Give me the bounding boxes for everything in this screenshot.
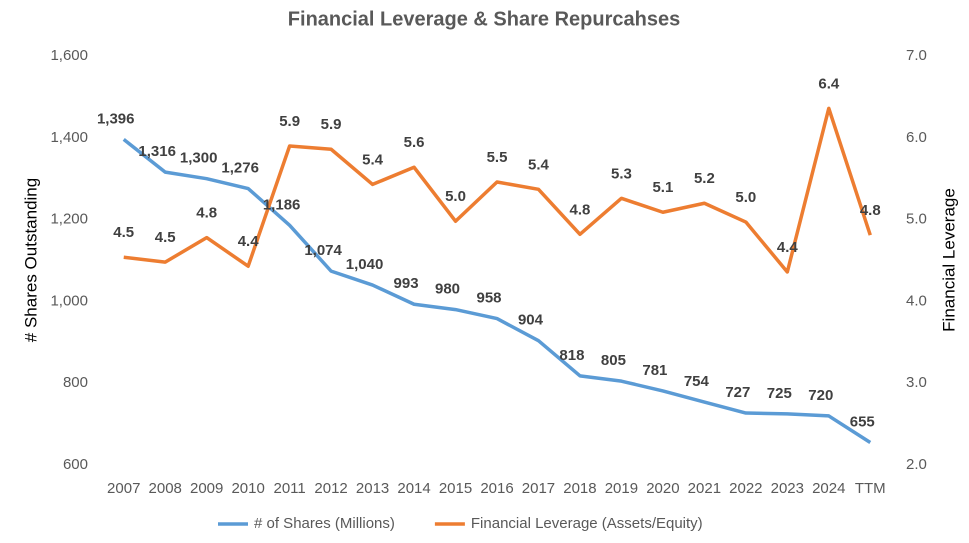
x-tick-label: 2018 xyxy=(563,480,596,497)
data-label: 4.4 xyxy=(238,233,260,250)
data-label: 818 xyxy=(559,347,584,364)
x-tick-label: 2015 xyxy=(439,480,472,497)
data-label: 5.0 xyxy=(445,188,466,205)
y2-axis-title: Financial Leverage xyxy=(939,188,958,332)
y-tick-label: 600 xyxy=(63,456,88,473)
data-label: 4.8 xyxy=(860,202,881,219)
data-label: 5.5 xyxy=(487,149,508,166)
data-label: 1,300 xyxy=(180,150,218,167)
y-axis-title: # Shares Outstanding xyxy=(21,178,40,342)
x-tick-label: 2009 xyxy=(190,480,223,497)
x-tick-label: 2017 xyxy=(522,480,555,497)
x-tick-label: 2010 xyxy=(231,480,264,497)
y-tick-label: 1,400 xyxy=(50,129,88,146)
data-label: 4.4 xyxy=(777,239,799,256)
data-label: 1,316 xyxy=(138,143,176,160)
data-label: 781 xyxy=(642,362,667,379)
x-tick-label: 2023 xyxy=(771,480,804,497)
y2-tick-label: 7.0 xyxy=(906,47,927,64)
data-label: 1,276 xyxy=(221,159,259,176)
x-tick-label: 2024 xyxy=(812,480,845,497)
x-tick-label: 2013 xyxy=(356,480,389,497)
x-tick-label: 2014 xyxy=(397,480,430,497)
data-label: 720 xyxy=(808,387,833,404)
x-tick-label: 2019 xyxy=(605,480,638,497)
data-label: 980 xyxy=(435,281,460,298)
x-tick-label: 2016 xyxy=(480,480,513,497)
data-label: 5.9 xyxy=(321,116,342,133)
data-label: 655 xyxy=(850,413,875,430)
data-label: 5.1 xyxy=(652,179,673,196)
x-tick-label: 2021 xyxy=(688,480,721,497)
y2-tick-label: 6.0 xyxy=(906,129,927,146)
data-label: 1,040 xyxy=(346,256,384,273)
x-tick-label: 2012 xyxy=(314,480,347,497)
data-label: 958 xyxy=(476,290,501,307)
legend-label: Financial Leverage (Assets/Equity) xyxy=(471,515,703,532)
x-tick-label: 2007 xyxy=(107,480,140,497)
x-tick-label: 2020 xyxy=(646,480,679,497)
data-label: 5.2 xyxy=(694,170,715,187)
series-line xyxy=(122,138,872,444)
data-label: 5.3 xyxy=(611,165,632,182)
data-label: 805 xyxy=(601,352,626,369)
data-label: 725 xyxy=(767,385,792,402)
y-tick-label: 1,000 xyxy=(50,292,88,309)
data-label: 4.8 xyxy=(196,205,217,222)
data-label: 727 xyxy=(725,384,750,401)
x-tick-label: 2011 xyxy=(273,480,305,497)
x-tick-label: 2008 xyxy=(149,480,182,497)
data-label: 904 xyxy=(518,312,544,329)
y2-tick-label: 4.0 xyxy=(906,292,927,309)
data-label: 1,396 xyxy=(97,110,135,127)
data-label: 4.5 xyxy=(113,224,134,241)
y-tick-label: 1,200 xyxy=(50,211,88,228)
data-label: 5.6 xyxy=(404,134,425,151)
x-tick-label: 2022 xyxy=(729,480,762,497)
y2-tick-label: 5.0 xyxy=(906,211,927,228)
data-label: 1,186 xyxy=(263,196,301,213)
data-label: 4.8 xyxy=(570,201,591,218)
y-tick-label: 1,600 xyxy=(50,47,88,64)
data-label: 6.4 xyxy=(818,75,840,92)
data-label: 5.4 xyxy=(528,156,550,173)
data-label: 1,074 xyxy=(304,242,342,259)
legend-label: # of Shares (Millions) xyxy=(254,515,395,532)
data-label: 5.9 xyxy=(279,113,300,130)
data-label: 754 xyxy=(684,373,710,390)
data-label: 5.4 xyxy=(362,151,384,168)
chart-title: Financial Leverage & Share Repurcahses xyxy=(288,8,680,30)
data-label: 4.5 xyxy=(155,229,176,246)
data-label: 993 xyxy=(394,275,419,292)
data-label: 5.0 xyxy=(735,189,756,206)
y2-tick-label: 3.0 xyxy=(906,374,927,391)
series-line xyxy=(123,106,872,274)
y2-tick-label: 2.0 xyxy=(906,456,927,473)
y-tick-label: 800 xyxy=(63,374,88,391)
x-tick-label: TTM xyxy=(855,480,886,497)
